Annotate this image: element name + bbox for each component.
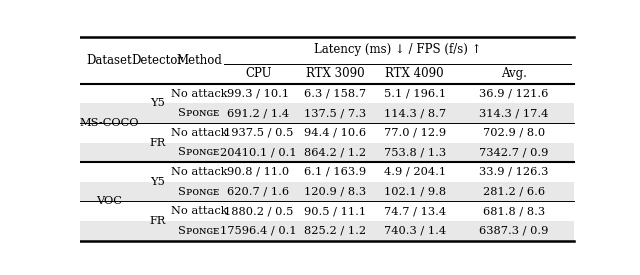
Text: 740.3 / 1.4: 740.3 / 1.4 xyxy=(384,226,446,236)
Bar xyxy=(80,103,573,123)
Text: 281.2 / 6.6: 281.2 / 6.6 xyxy=(483,186,545,197)
Text: Y5: Y5 xyxy=(150,98,165,108)
Text: 137.5 / 7.3: 137.5 / 7.3 xyxy=(305,108,367,118)
Text: 314.3 / 17.4: 314.3 / 17.4 xyxy=(479,108,548,118)
Bar xyxy=(80,221,573,241)
Text: RTX 4090: RTX 4090 xyxy=(385,67,444,80)
Text: No attack: No attack xyxy=(171,206,227,216)
Text: No attack: No attack xyxy=(171,167,227,177)
Text: VOC: VOC xyxy=(97,196,122,206)
Text: 77.0 / 12.9: 77.0 / 12.9 xyxy=(384,128,446,138)
Text: RTX 3090: RTX 3090 xyxy=(306,67,365,80)
Text: CPU: CPU xyxy=(245,67,272,80)
Text: 94.4 / 10.6: 94.4 / 10.6 xyxy=(305,128,367,138)
Text: 825.2 / 1.2: 825.2 / 1.2 xyxy=(305,226,367,236)
Text: 17596.4 / 0.1: 17596.4 / 0.1 xyxy=(220,226,297,236)
Text: 20410.1 / 0.1: 20410.1 / 0.1 xyxy=(220,147,297,157)
Text: 691.2 / 1.4: 691.2 / 1.4 xyxy=(227,108,290,118)
Text: 90.8 / 11.0: 90.8 / 11.0 xyxy=(227,167,290,177)
Text: No attack: No attack xyxy=(171,89,227,99)
Bar xyxy=(80,182,573,201)
Text: 702.9 / 8.0: 702.9 / 8.0 xyxy=(483,128,545,138)
Text: 4.9 / 204.1: 4.9 / 204.1 xyxy=(384,167,446,177)
Text: Sᴘᴏɴɢᴇ: Sᴘᴏɴɢᴇ xyxy=(179,147,220,157)
Text: Sᴘᴏɴɢᴇ: Sᴘᴏɴɢᴇ xyxy=(179,186,220,197)
Text: 6.3 / 158.7: 6.3 / 158.7 xyxy=(305,89,367,99)
Text: No attack: No attack xyxy=(171,128,227,138)
Text: 1937.5 / 0.5: 1937.5 / 0.5 xyxy=(224,128,293,138)
Text: Method: Method xyxy=(176,54,222,67)
Text: Y5: Y5 xyxy=(150,177,165,187)
Text: Dataset: Dataset xyxy=(86,54,132,67)
Text: 1880.2 / 0.5: 1880.2 / 0.5 xyxy=(224,206,293,216)
Text: Detector: Detector xyxy=(132,54,184,67)
Text: MS-COCO: MS-COCO xyxy=(79,118,139,128)
Text: 114.3 / 8.7: 114.3 / 8.7 xyxy=(384,108,446,118)
Text: 90.5 / 11.1: 90.5 / 11.1 xyxy=(305,206,367,216)
Text: 99.3 / 10.1: 99.3 / 10.1 xyxy=(227,89,290,99)
Text: Avg.: Avg. xyxy=(501,67,527,80)
Text: 6.1 / 163.9: 6.1 / 163.9 xyxy=(305,167,367,177)
Text: 7342.7 / 0.9: 7342.7 / 0.9 xyxy=(479,147,548,157)
Text: 120.9 / 8.3: 120.9 / 8.3 xyxy=(305,186,367,197)
Text: 864.2 / 1.2: 864.2 / 1.2 xyxy=(305,147,367,157)
Text: FR: FR xyxy=(149,138,166,148)
Text: Sᴘᴏɴɢᴇ: Sᴘᴏɴɢᴇ xyxy=(179,226,220,236)
Bar xyxy=(80,142,573,162)
Text: 753.8 / 1.3: 753.8 / 1.3 xyxy=(384,147,446,157)
Text: 681.8 / 8.3: 681.8 / 8.3 xyxy=(483,206,545,216)
Text: 102.1 / 9.8: 102.1 / 9.8 xyxy=(384,186,446,197)
Text: FR: FR xyxy=(149,216,166,226)
Text: 33.9 / 126.3: 33.9 / 126.3 xyxy=(479,167,548,177)
Text: 74.7 / 13.4: 74.7 / 13.4 xyxy=(384,206,446,216)
Text: Latency (ms) ↓ / FPS (f/s) ↑: Latency (ms) ↓ / FPS (f/s) ↑ xyxy=(314,43,481,56)
Text: 5.1 / 196.1: 5.1 / 196.1 xyxy=(384,89,446,99)
Text: 620.7 / 1.6: 620.7 / 1.6 xyxy=(227,186,290,197)
Text: Sᴘᴏɴɢᴇ: Sᴘᴏɴɢᴇ xyxy=(179,108,220,118)
Text: 36.9 / 121.6: 36.9 / 121.6 xyxy=(479,89,548,99)
Text: 6387.3 / 0.9: 6387.3 / 0.9 xyxy=(479,226,548,236)
